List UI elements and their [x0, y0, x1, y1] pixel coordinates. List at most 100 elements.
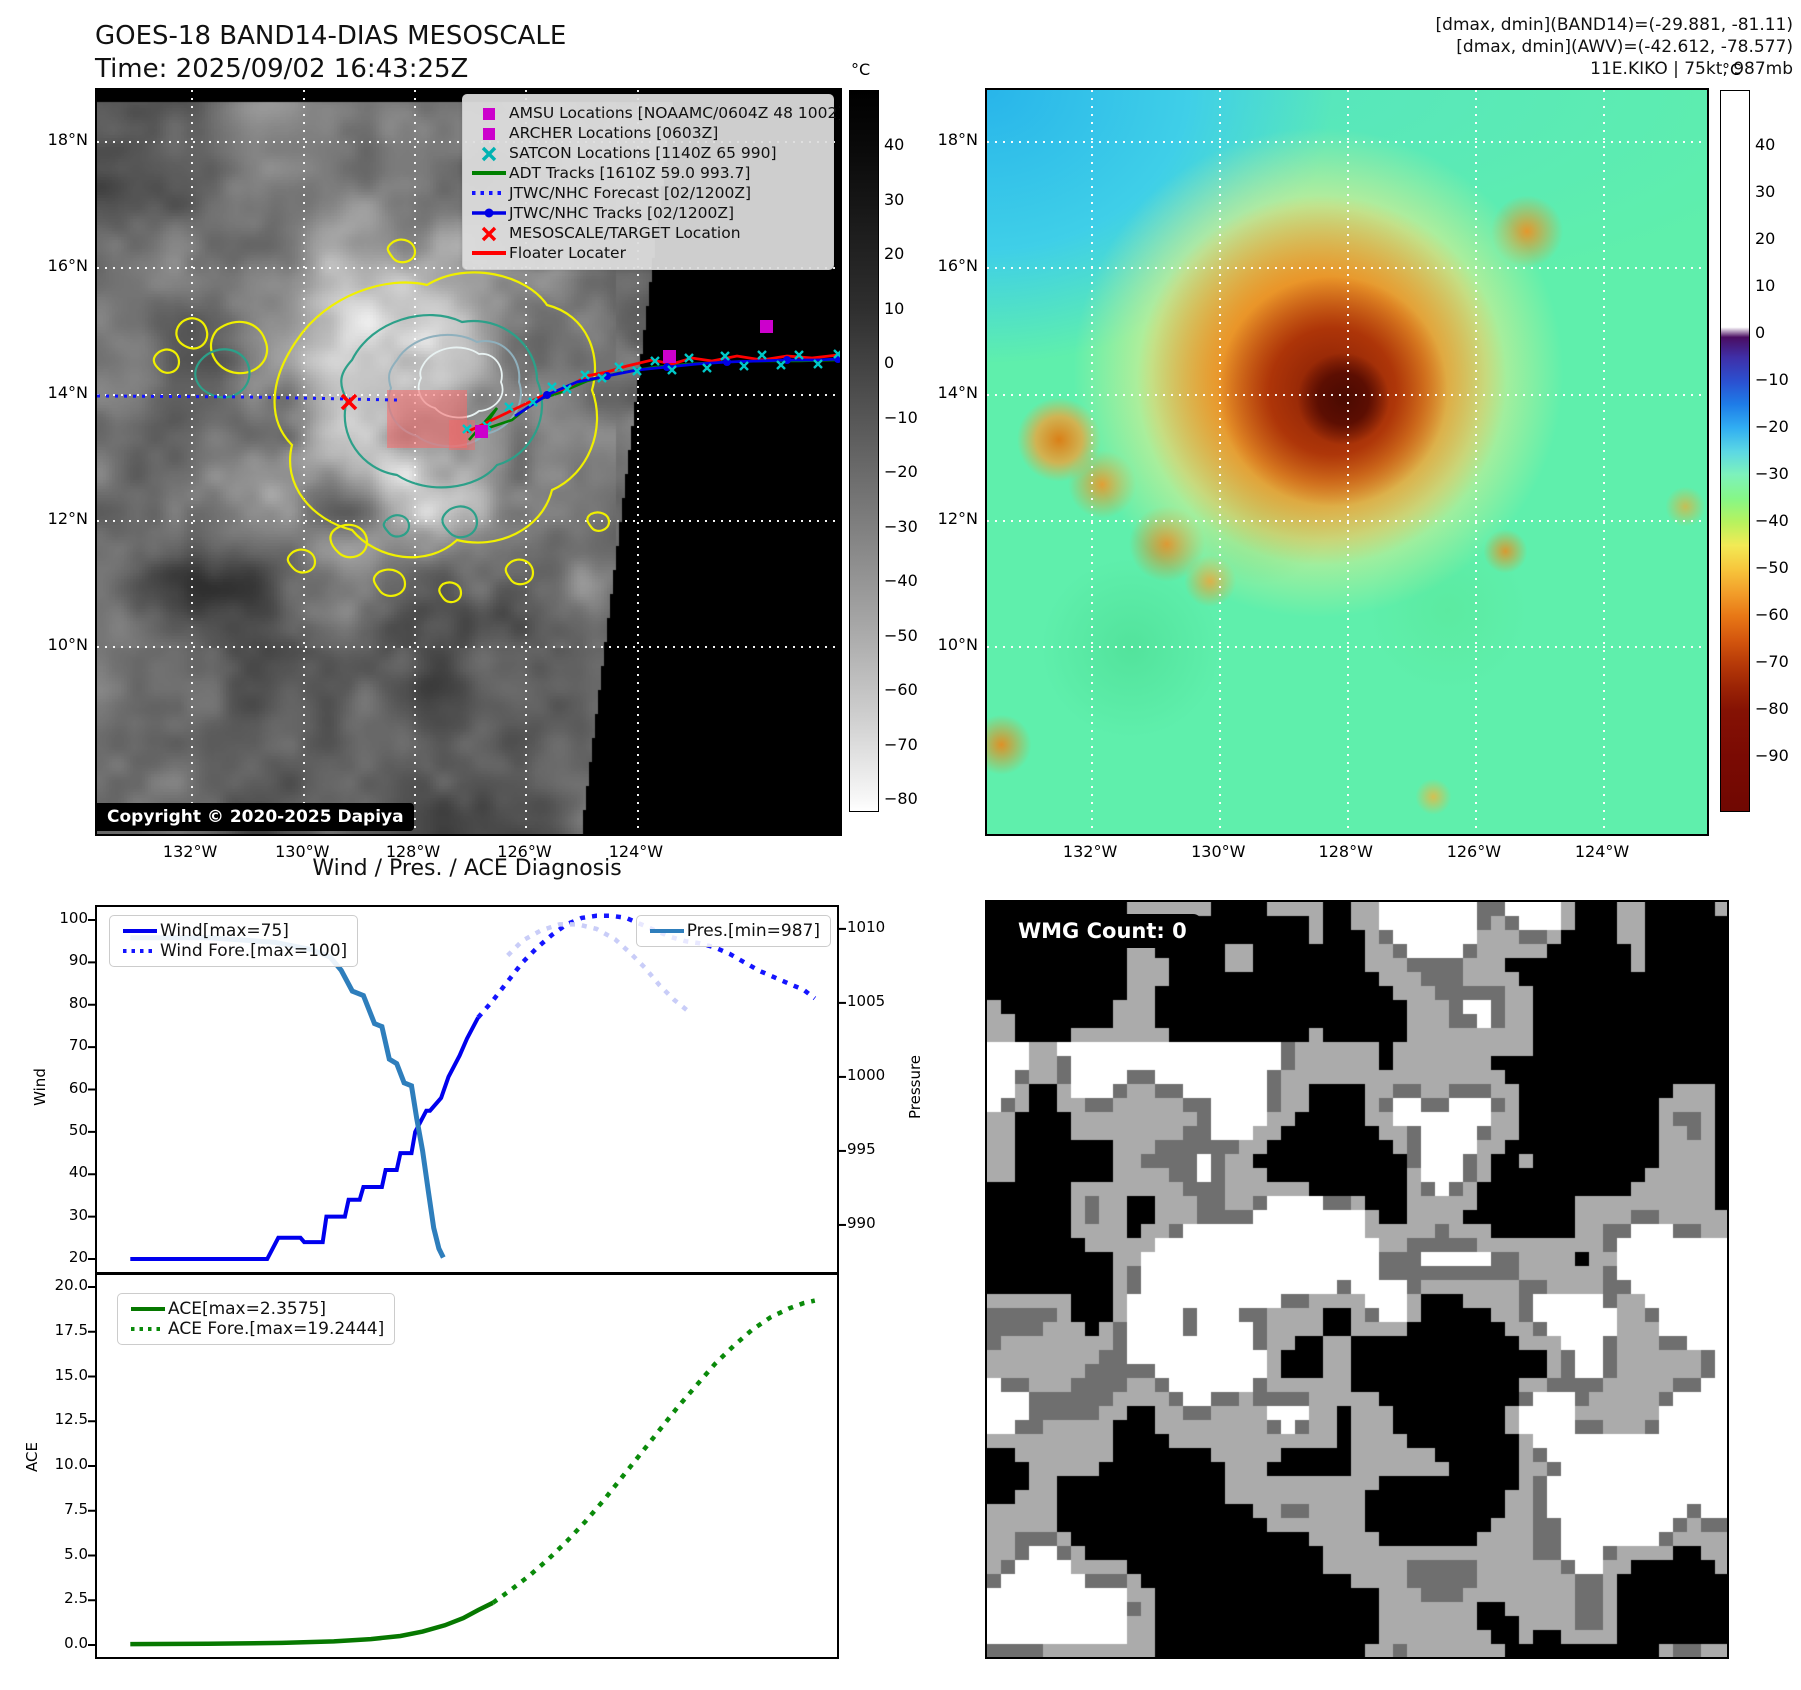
awv-colorbar	[1720, 90, 1750, 812]
band14-map-legend: AMSU Locations [NOAAMC/0604Z 48 1002] ARC…	[462, 94, 840, 270]
lat-tick-label: 10°N	[47, 635, 88, 655]
legend-item: ADT Tracks [1610Z 59.0 993.7]	[469, 163, 823, 183]
copyright-label: Copyright © 2020-2025 Dapiya	[97, 803, 414, 831]
gridline-lon	[1091, 90, 1094, 834]
legend-label: SATCON Locations [1140Z 65 990]	[509, 144, 777, 162]
target-area-2	[449, 420, 475, 450]
gridline-lon	[1474, 90, 1477, 834]
colorbar-tick-label: 20	[884, 244, 905, 264]
gridline-lon	[1346, 90, 1349, 834]
lat-tick-label: 12°N	[937, 508, 978, 528]
target-area	[387, 390, 467, 448]
lon-tick-label: 132°W	[1062, 842, 1118, 861]
chart-tick-label: 1010	[847, 917, 886, 936]
legend-label: Wind Fore.[max=100]	[160, 941, 348, 961]
colorbar-tick-label: −60	[884, 680, 918, 700]
chart-tick-label: 30	[68, 1205, 88, 1224]
lat-tick-label: 10°N	[937, 635, 978, 655]
colorbar-tick-label: −30	[884, 516, 918, 536]
legend-label: MESOSCALE/TARGET Location	[509, 224, 741, 242]
contour-yellow	[152, 238, 611, 604]
title-line-1: GOES-18 BAND14-DIAS MESOSCALE	[95, 21, 567, 51]
gridline-lat	[97, 519, 840, 522]
gridline-lon	[525, 90, 528, 834]
pressure-legend: Pres.[min=987]	[635, 915, 831, 947]
colorbar-tick-label: 40	[1755, 135, 1776, 154]
chart-tick-label: 100	[59, 909, 88, 927]
chart-tick-label: 10.0	[54, 1455, 88, 1473]
colorbar-tick-label: 30	[1755, 182, 1776, 201]
chart-tick-label: 1005	[847, 991, 886, 1010]
chart-tick-label: 20	[68, 1248, 88, 1266]
gridline-lon	[1603, 90, 1606, 834]
legend-item: MESOSCALE/TARGET Location	[469, 223, 823, 243]
gridline-lon	[636, 90, 639, 834]
pressure-axis-label: Pressure	[906, 1054, 924, 1120]
legend-item: SATCON Locations [1140Z 65 990]	[469, 143, 823, 163]
band14-colorbar-unit: °C	[851, 60, 871, 79]
colorbar-tick-label: −50	[1755, 558, 1789, 577]
wind-legend: Wind[max=75] Wind Fore.[max=100]	[109, 915, 359, 967]
legend-label: JTWC/NHC Tracks [02/1200Z]	[509, 204, 735, 222]
awv-satellite-map	[985, 88, 1709, 836]
lon-tick-label: 130°W	[275, 842, 330, 861]
legend-item: Floater Locater	[469, 243, 823, 263]
colorbar-tick-label: −50	[884, 625, 918, 645]
wmg-panel: WMG Count: 0	[985, 900, 1729, 1659]
colorbar-tick-label: −30	[1755, 464, 1789, 483]
contour-white	[417, 346, 504, 419]
colorbar-tick-label: −80	[1755, 699, 1789, 718]
contour-teal	[194, 314, 543, 539]
chart-tick-label: 995	[847, 1139, 876, 1158]
gridline-lon	[303, 90, 306, 834]
legend-item: ACE Fore.[max=19.2444]	[128, 1319, 384, 1339]
legend-item: ARCHER Locations [0603Z]	[469, 123, 823, 143]
colorbar-tick-label: −10	[1755, 370, 1789, 389]
satcon-markers	[462, 349, 840, 434]
chart-tick-label: 80	[68, 993, 88, 1012]
gridline-lon	[191, 90, 194, 834]
chart-tick-label: 990	[847, 1213, 876, 1232]
legend-item: ACE[max=2.3575]	[128, 1299, 384, 1319]
colorbar-tick-label: −70	[884, 734, 918, 754]
chart-tick-label: 1000	[847, 1065, 886, 1084]
colorbar-tick-label: 30	[884, 189, 905, 209]
legend-item: Pres.[min=987]	[647, 921, 820, 941]
lon-tick-label: 128°W	[1318, 842, 1373, 861]
colorbar-tick-label: 10	[884, 298, 905, 318]
chart-tick-label: 40	[68, 1163, 88, 1182]
lat-tick-label: 14°N	[47, 383, 88, 403]
colorbar-tick-label: −70	[1755, 652, 1789, 671]
colorbar-tick-label: 0	[884, 353, 895, 373]
colorbar-tick-label: −10	[884, 407, 918, 427]
colorbar-tick-label: 20	[1755, 229, 1776, 248]
chart-tick-label: 2.5	[64, 1589, 88, 1608]
lat-tick-label: 16°N	[47, 255, 88, 275]
legend-label: Pres.[min=987]	[686, 921, 820, 941]
colorbar-tick-label: −90	[1755, 746, 1789, 765]
info-storm-status: 11E.KIKO | 75kt, 987mb	[1590, 59, 1793, 79]
figure-info: [dmax, dmin](BAND14)=(-29.881, -81.11) […	[1436, 14, 1793, 80]
lat-tick-label: 14°N	[937, 383, 978, 403]
legend-item: JTWC/NHC Forecast [02/1200Z]	[469, 183, 823, 203]
lon-tick-label: 126°W	[497, 842, 552, 861]
colorbar-tick-label: −20	[1755, 417, 1789, 436]
lon-tick-label: 132°W	[162, 842, 218, 861]
legend-item: Wind Fore.[max=100]	[120, 941, 347, 961]
chart-tick-label: 50	[68, 1120, 88, 1139]
diagnosis-title: Wind / Pres. / ACE Diagnosis	[312, 856, 622, 881]
awv-colorbar-unit: °C	[1722, 60, 1742, 79]
target-x-icon	[340, 393, 358, 411]
chart-tick-label: 20.0	[54, 1276, 88, 1294]
legend-label: Wind[max=75]	[160, 921, 289, 941]
legend-item: Wind[max=75]	[120, 921, 347, 941]
colorbar-tick-label: −20	[884, 462, 918, 482]
ace-chart: ACE[max=2.3575] ACE Fore.[max=19.2444]	[88, 1273, 839, 1659]
wmg-count-badge: WMG Count: 0	[1003, 914, 1202, 948]
lat-tick-label: 16°N	[937, 255, 978, 275]
colorbar-tick-label: −40	[1755, 511, 1789, 530]
colorbar-tick-label: −80	[884, 789, 918, 809]
ace-axis-label: ACE	[23, 1442, 41, 1472]
chart-tick-label: 15.0	[54, 1365, 88, 1384]
